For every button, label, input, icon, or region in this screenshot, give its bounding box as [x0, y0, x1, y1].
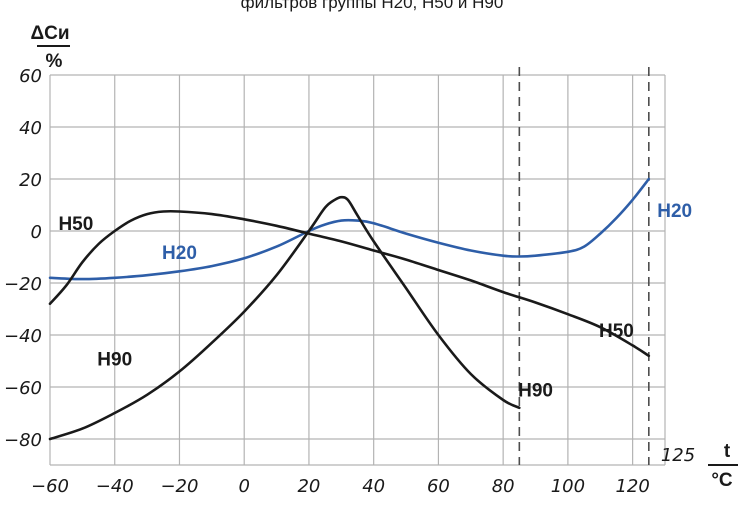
x-tick-label: −60 [31, 476, 69, 497]
series-line-h20 [48, 177, 651, 281]
series-lines [48, 177, 651, 441]
x-tick-label: 100 [551, 476, 585, 497]
x-extra-tick-label: 125 [661, 445, 695, 466]
series-label-h90: H90 [97, 349, 132, 370]
series-label-h20: H20 [657, 201, 692, 222]
x-tick-label: 40 [362, 476, 385, 497]
x-tick-label: −40 [96, 476, 134, 497]
x-tick-label: 20 [297, 476, 320, 497]
x-tick-label: −20 [160, 476, 198, 497]
grid [49, 67, 666, 466]
chart-title: фильтров группы H20, H50 и H90 [241, 0, 504, 12]
y-tick-label: −60 [4, 378, 42, 399]
series-label-h90: H90 [518, 381, 553, 402]
y-tick-label: 60 [19, 66, 42, 87]
y-axis-unit: % [46, 51, 63, 72]
y-tick-label: 20 [19, 170, 42, 191]
series-line-h50 [48, 209, 651, 358]
series-label-h50: H50 [599, 321, 634, 342]
series-label-h20: H20 [162, 243, 197, 264]
y-tick-label: 40 [19, 118, 42, 139]
x-tick-labels: −60 −40 −20 0 20 40 60 80 100 120 [31, 476, 650, 497]
x-tick-label: 0 [238, 476, 249, 497]
y-tick-label: 0 [31, 222, 42, 243]
series-labels: H50 H20 H90 H20 H50 H90 [58, 201, 692, 401]
x-tick-label: 120 [615, 476, 649, 497]
y-tick-label: −20 [4, 274, 42, 295]
x-tick-label: 80 [492, 476, 515, 497]
series-label-h50: H50 [58, 214, 93, 235]
x-tick-label: 60 [427, 476, 450, 497]
y-tick-labels: 60 40 20 0 −20 −40 −60 −80 [4, 66, 42, 451]
y-tick-label: −80 [4, 430, 42, 451]
series-line-h90 [48, 195, 521, 441]
x-axis-unit: °C [711, 470, 733, 491]
x-axis-label: t [724, 441, 731, 462]
y-tick-label: −40 [4, 326, 42, 347]
y-axis-label: ΔCи [30, 23, 69, 44]
